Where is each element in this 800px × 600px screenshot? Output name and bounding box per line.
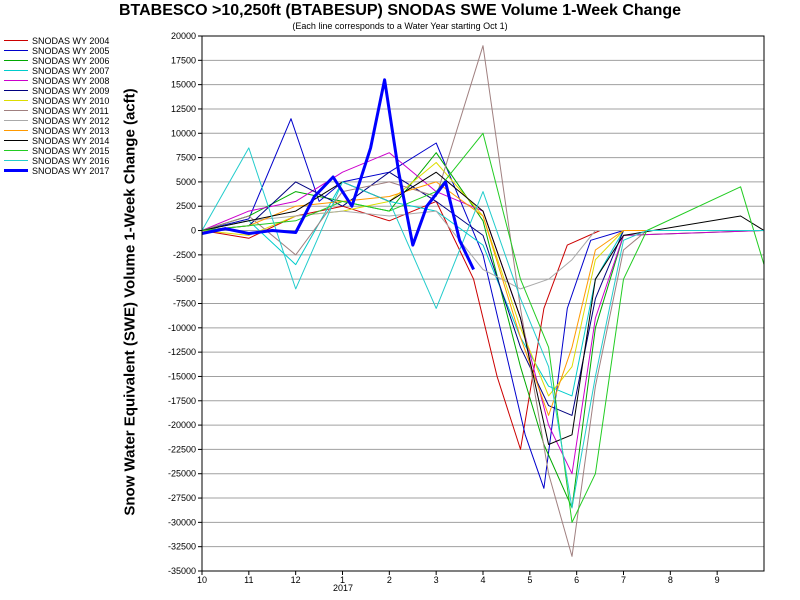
x-tick-label: 1: [340, 575, 345, 585]
series-line-12: [201, 147, 764, 509]
legend-label: SNODAS WY 2017: [32, 166, 110, 176]
legend-label: SNODAS WY 2013: [32, 126, 110, 136]
legend-label: SNODAS WY 2016: [32, 156, 110, 166]
x-tick-label: 2: [387, 575, 392, 585]
y-tick-label: -25000: [168, 469, 196, 479]
x-tick-label: 4: [480, 575, 485, 585]
series-line-13: [201, 78, 475, 271]
legend: SNODAS WY 2004 SNODAS WY 2005 SNODAS WY 20…: [4, 36, 139, 176]
series-layer: [201, 45, 765, 557]
legend-item: SNODAS WY 2014: [4, 136, 139, 146]
legend-swatch: [4, 110, 28, 111]
legend-label: SNODAS WY 2011: [32, 106, 109, 116]
legend-swatch: [4, 100, 28, 101]
legend-item: SNODAS WY 2011: [4, 106, 139, 116]
series-line-9: [201, 181, 764, 416]
y-tick-label: -20000: [168, 420, 196, 430]
x-tick-label: 8: [668, 575, 673, 585]
legend-swatch: [4, 150, 28, 151]
legend-label: SNODAS WY 2005: [32, 46, 110, 56]
grid: [202, 35, 764, 572]
legend-label: SNODAS WY 2009: [32, 86, 110, 96]
legend-label: SNODAS WY 2006: [32, 56, 110, 66]
y-tick-label: -27500: [168, 493, 196, 503]
legend-swatch: [4, 50, 28, 51]
y-tick-label: 15000: [171, 80, 196, 90]
legend-item: SNODAS WY 2017: [4, 166, 139, 176]
legend-swatch: [4, 140, 28, 141]
legend-swatch: [4, 70, 28, 71]
legend-swatch: [4, 130, 28, 131]
series-line-5: [201, 171, 764, 416]
legend-swatch: [4, 90, 28, 91]
y-tick-label: 2500: [176, 201, 196, 211]
legend-item: SNODAS WY 2012: [4, 116, 139, 126]
x-tick-label: 12: [291, 575, 301, 585]
y-tick-label: 20000: [171, 31, 196, 41]
y-tick-label: 5000: [176, 177, 196, 187]
y-tick-label: 10000: [171, 128, 196, 138]
legend-item: SNODAS WY 2004: [4, 36, 139, 46]
legend-item: SNODAS WY 2016: [4, 156, 139, 166]
series-line-7: [201, 45, 764, 557]
series-line-0: [201, 200, 764, 450]
series-line-10: [201, 171, 765, 445]
legend-swatch: [4, 160, 28, 161]
y-tick-label: -32500: [168, 542, 196, 552]
series-line-2: [201, 152, 765, 509]
y-tick-label: 12500: [171, 104, 196, 114]
legend-swatch: [4, 80, 28, 81]
y-tick-label: -17500: [168, 396, 196, 406]
legend-swatch: [4, 169, 28, 172]
legend-item: SNODAS WY 2015: [4, 146, 139, 156]
legend-item: SNODAS WY 2013: [4, 126, 139, 136]
legend-item: SNODAS WY 2009: [4, 86, 139, 96]
legend-item: SNODAS WY 2010: [4, 96, 139, 106]
legend-swatch: [4, 40, 28, 41]
legend-label: SNODAS WY 2004: [32, 36, 110, 46]
y-tick-label: -2500: [173, 250, 196, 260]
legend-label: SNODAS WY 2012: [32, 116, 110, 126]
x-tick-label: 10: [197, 575, 207, 585]
x-tick-label: 11: [244, 575, 253, 585]
series-line-11: [201, 132, 765, 523]
legend-label: SNODAS WY 2007: [32, 66, 110, 76]
legend-label: SNODAS WY 2008: [32, 76, 110, 86]
y-tick-label: 17500: [171, 55, 196, 65]
y-tick-label: -22500: [168, 444, 196, 454]
legend-swatch: [4, 120, 28, 121]
x-tick-label: 9: [715, 575, 720, 585]
y-axis-ticks: 20000 17500 15000 12500 10000 7500 5000 2500 0 -2…: [168, 31, 202, 576]
series-line-3: [201, 181, 764, 397]
y-tick-label: -12500: [168, 347, 196, 357]
y-tick-label: -15000: [168, 371, 196, 381]
legend-label: SNODAS WY 2014: [32, 136, 110, 146]
y-tick-label: 7500: [176, 153, 196, 163]
legend-item: SNODAS WY 2007: [4, 66, 139, 76]
legend-label: SNODAS WY 2015: [32, 146, 110, 156]
x-axis-year-label: 2017: [333, 583, 353, 593]
y-tick-label: -35000: [168, 566, 196, 576]
y-tick-label: -30000: [168, 517, 196, 527]
legend-item: SNODAS WY 2006: [4, 56, 139, 66]
y-tick-label: -5000: [173, 274, 196, 284]
y-tick-label: 0: [191, 226, 196, 236]
x-tick-label: 3: [434, 575, 439, 585]
x-tick-label: 6: [574, 575, 579, 585]
x-tick-label: 7: [621, 575, 626, 585]
chart-subtitle: (Each line corresponds to a Water Year s…: [292, 21, 508, 31]
legend-swatch: [4, 60, 28, 61]
chart-title: BTABESCO >10,250ft (BTABESUP) SNODAS SWE…: [118, 2, 682, 19]
x-axis-ticks: 10 11 12 1 2 3 4 5 6 7 8 9: [197, 571, 720, 585]
legend-label: SNODAS WY 2010: [32, 96, 110, 106]
y-tick-label: -10000: [168, 323, 196, 333]
legend-item: SNODAS WY 2008: [4, 76, 139, 86]
x-tick-label: 5: [527, 575, 532, 585]
y-tick-label: -7500: [173, 299, 196, 309]
legend-item: SNODAS WY 2005: [4, 46, 139, 56]
